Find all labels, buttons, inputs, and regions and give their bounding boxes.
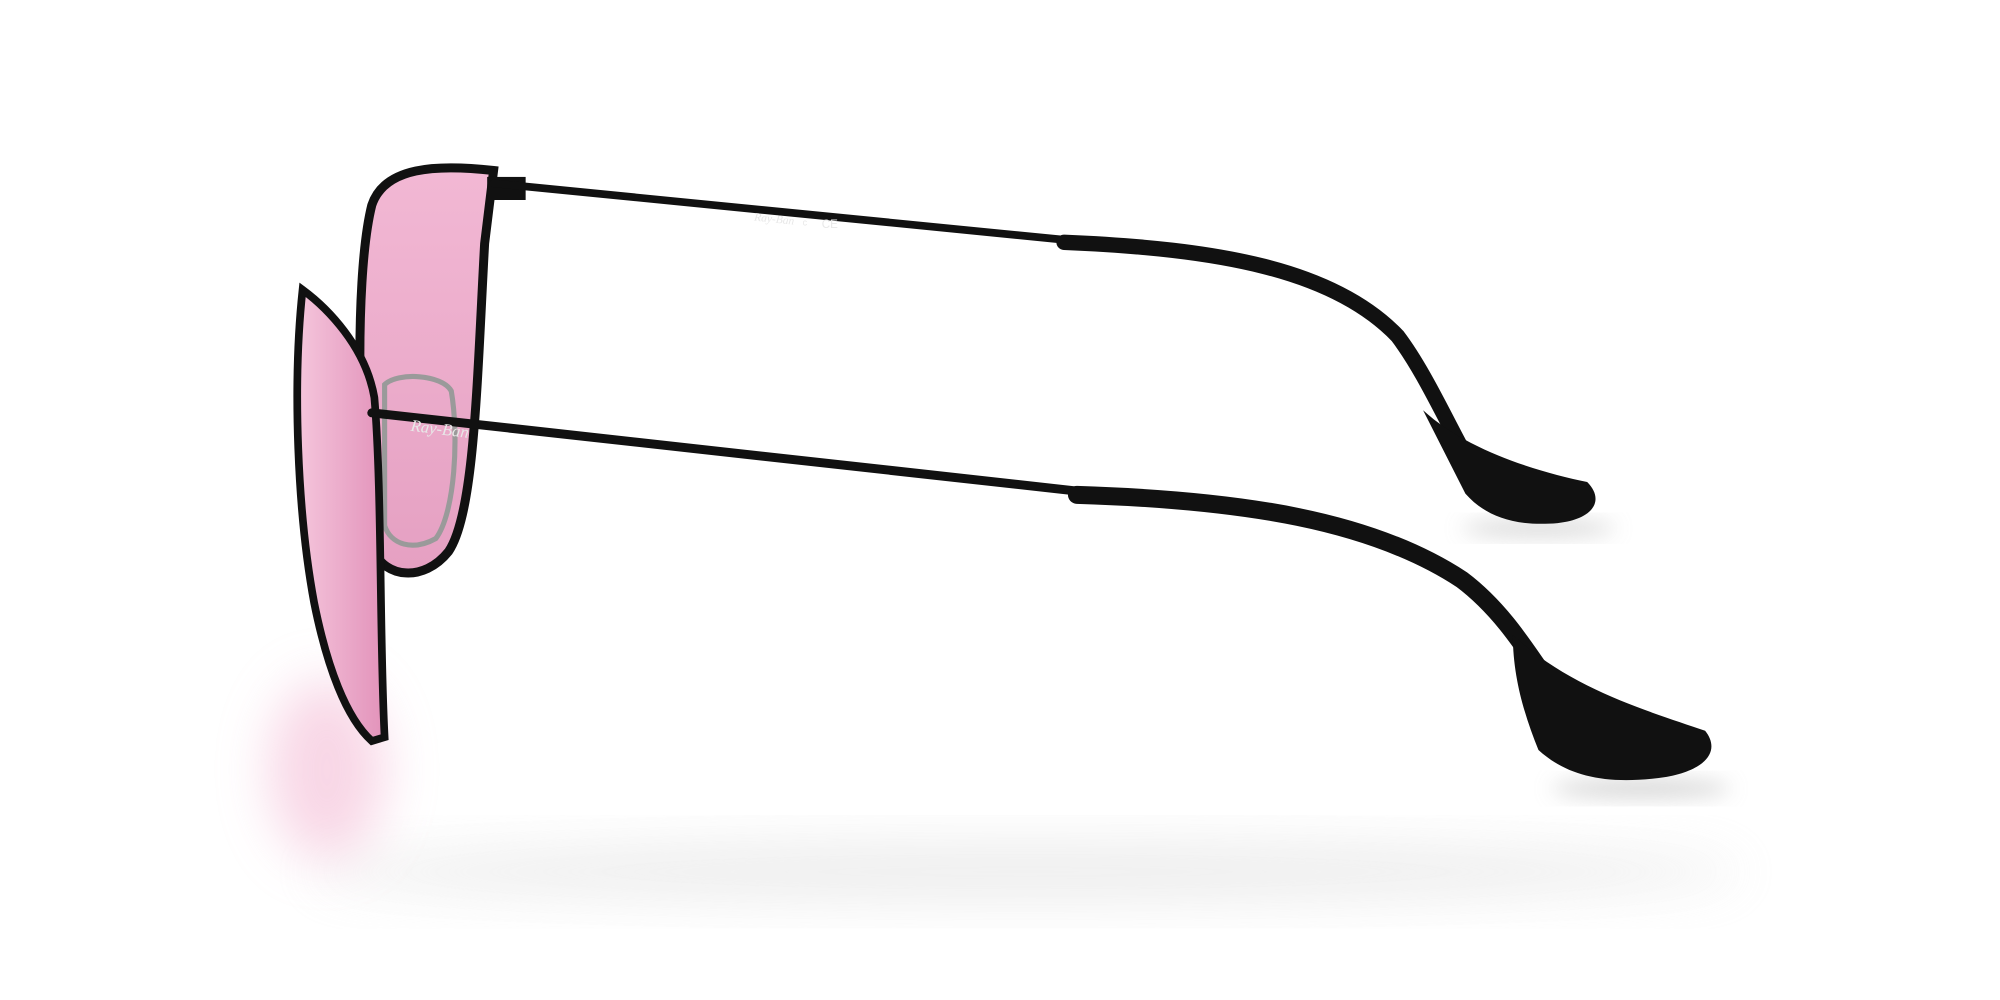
far-temple xyxy=(489,179,1068,244)
near-temple xyxy=(367,408,1082,496)
tip-shadow xyxy=(1461,520,1616,536)
floor-shadow xyxy=(307,843,1744,900)
near-lens xyxy=(293,282,389,746)
tip-shadow xyxy=(1551,779,1731,798)
far-tip xyxy=(1423,410,1596,524)
far-earpiece xyxy=(1056,234,1495,502)
temple-logo: Ray-Ban xyxy=(753,211,796,227)
nose-pad-arm xyxy=(382,373,458,548)
temple-mark: c xyxy=(803,218,808,228)
temple-mark: CE xyxy=(822,219,838,231)
near-tip xyxy=(1512,634,1712,781)
